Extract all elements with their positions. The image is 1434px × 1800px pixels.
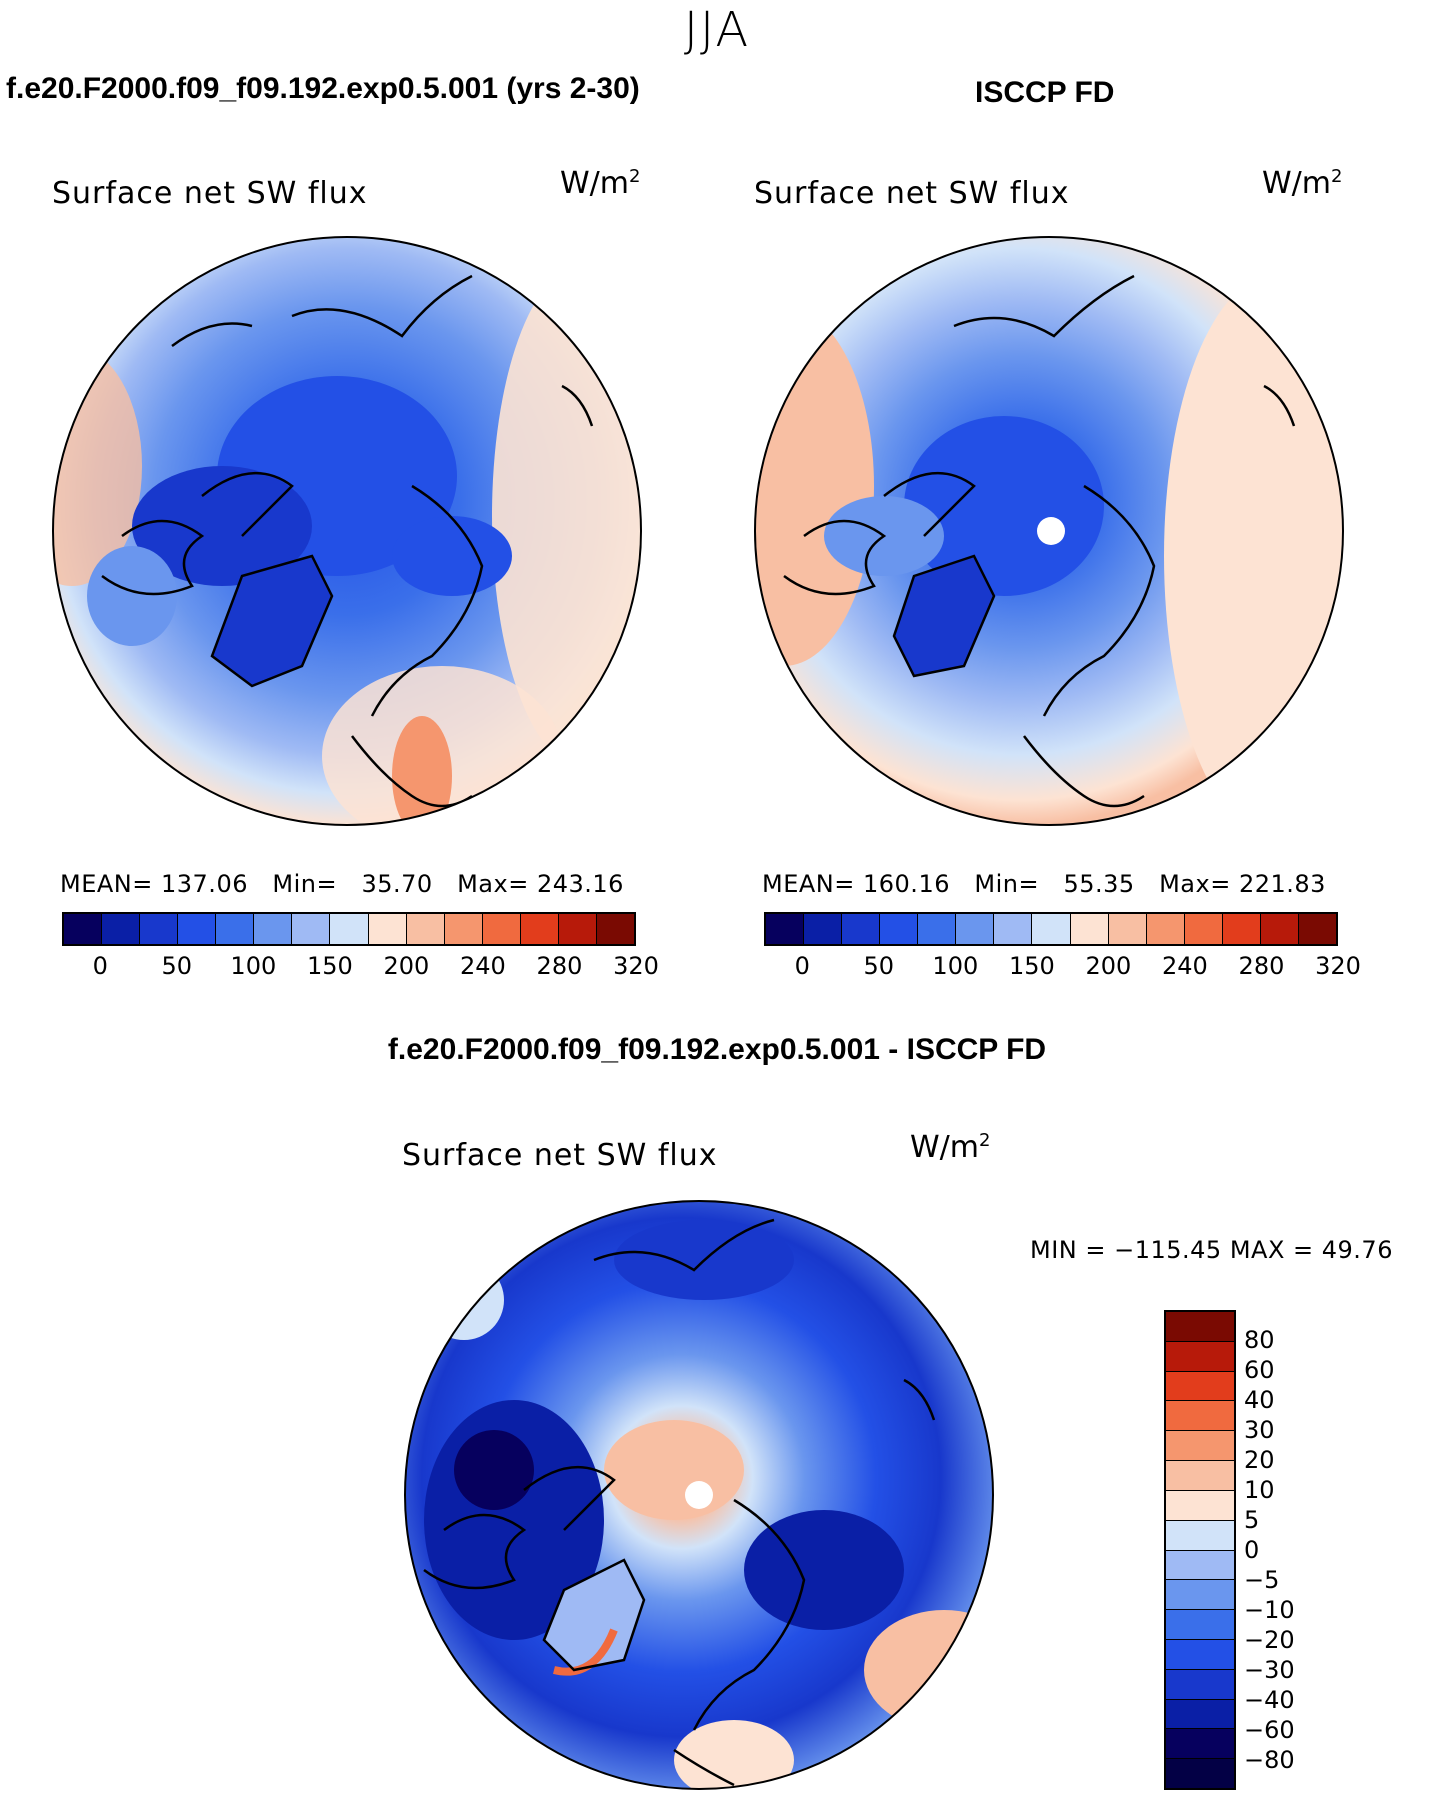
panel1-unit: W/m2 [560,166,641,201]
colorbar-segment [1166,1341,1234,1372]
colorbar-segment [444,914,483,944]
panel2-unit: W/m2 [1262,166,1343,201]
panel2-field-title: Surface net SW flux [754,176,1070,211]
colorbar-segment [1298,914,1336,944]
colorbar-tick-label: 200 [1085,952,1132,980]
colorbar-segment [1166,1729,1234,1760]
colorbar-tick-label: 30 [1244,1416,1275,1444]
colorbar-segment [1032,914,1071,944]
colorbar-segment [1222,914,1261,944]
colorbar-segment [1166,1520,1234,1551]
panel2-colorbar-ticks: 0 50 100 150 200 240 280 320 [764,952,1361,982]
colorbar-segment [1166,1610,1234,1640]
diff-unit: W/m2 [910,1130,991,1165]
colorbar-segment [1166,1401,1234,1432]
colorbar-segment [1166,1550,1234,1581]
colorbar-tick-label: 50 [863,952,895,980]
colorbar-segment [1108,914,1147,944]
colorbar-segment [1184,914,1223,944]
colorbar-tick-label: 280 [1238,952,1285,980]
colorbar-segment [918,914,957,944]
colorbar-segment [1146,914,1185,944]
colorbar-tick-label: 60 [1244,1356,1275,1384]
colorbar-segment [330,914,369,944]
season-title: JJA [683,2,751,58]
colorbar-segment [994,914,1033,944]
colorbar-segment [140,914,179,944]
colorbar-segment [842,914,881,944]
colorbar-tick-label: −40 [1244,1686,1295,1714]
colorbar-segment [102,914,141,944]
diff-field-title: Surface net SW flux [402,1138,718,1173]
colorbar-segment [292,914,331,944]
colorbar-segment [368,914,407,944]
colorbar-segment [804,914,843,944]
colorbar-tick-label: −10 [1244,1596,1295,1624]
colorbar-tick-label: 150 [1008,952,1055,980]
colorbar-segment [178,914,217,944]
panel2-polar-map [754,236,1344,826]
colorbar-segment [558,914,597,944]
colorbar-segment [1166,1639,1234,1670]
panel2-case-title: ISCCP FD [975,76,1115,109]
colorbar-tick-label: −30 [1244,1656,1295,1684]
panel1-polar-map [52,236,642,826]
colorbar-tick-label: −60 [1244,1716,1295,1744]
colorbar-segment [1166,1490,1234,1521]
colorbar-tick-label: 40 [1244,1386,1275,1414]
colorbar-segment [880,914,919,944]
colorbar-segment [482,914,521,944]
colorbar-tick-label: 20 [1244,1446,1275,1474]
colorbar-tick-label: 100 [230,952,277,980]
colorbar-tick-label: −5 [1244,1566,1280,1594]
colorbar-tick-label: 80 [1244,1326,1275,1354]
colorbar-segment [766,914,805,944]
colorbar-segment [1166,1371,1234,1402]
panel2-stats: MEAN= 160.16 Min= 55.35 Max= 221.83 [762,870,1326,898]
diff-colorbar [1164,1310,1236,1790]
colorbar-segment [956,914,995,944]
colorbar-segment [1166,1669,1234,1700]
panel1-case-title: f.e20.F2000.f09_f09.192.exp0.5.001 (yrs … [6,72,640,105]
colorbar-segment [1166,1431,1234,1462]
colorbar-segment [596,914,634,944]
panel2-colorbar [764,912,1338,946]
colorbar-tick-label: 0 [1244,1536,1260,1564]
colorbar-tick-label: 240 [460,952,506,980]
colorbar-tick-label: 100 [932,952,979,980]
colorbar-tick-label: 240 [1162,952,1208,980]
colorbar-tick-label: −20 [1244,1626,1295,1654]
panel1-colorbar-ticks: 0 50 100 150 200 240 280 320 [62,952,659,982]
colorbar-tick-label: 320 [613,952,659,980]
diff-case-title: f.e20.F2000.f09_f09.192.exp0.5.001 - ISC… [387,1033,1047,1066]
colorbar-tick-label: 5 [1244,1506,1260,1534]
colorbar-segment [1260,914,1299,944]
colorbar-segment [520,914,559,944]
colorbar-segment [216,914,255,944]
colorbar-tick-label: 150 [306,952,353,980]
colorbar-tick-label: 10 [1244,1476,1275,1504]
diff-minmax: MIN = −115.45 MAX = 49.76 [1030,1236,1393,1264]
colorbar-tick-label: 320 [1315,952,1361,980]
colorbar-segment [64,914,103,944]
colorbar-tick-label: 0 [92,952,108,980]
panel1-field-title: Surface net SW flux [52,176,368,211]
colorbar-tick-label: 0 [794,952,810,980]
colorbar-segment [254,914,293,944]
colorbar-segment [406,914,445,944]
diff-polar-map [404,1200,994,1790]
colorbar-tick-label: 280 [536,952,583,980]
colorbar-segment [1070,914,1109,944]
panel1-colorbar [62,912,636,946]
colorbar-tick-label: 200 [383,952,430,980]
colorbar-segment [1166,1461,1234,1491]
panel1-stats: MEAN= 137.06 Min= 35.70 Max= 243.16 [60,870,624,898]
colorbar-segment [1166,1759,1234,1788]
colorbar-segment [1166,1312,1234,1342]
colorbar-segment [1166,1699,1234,1730]
colorbar-tick-label: 50 [161,952,193,980]
colorbar-tick-label: −80 [1244,1746,1295,1774]
colorbar-segment [1166,1580,1234,1611]
